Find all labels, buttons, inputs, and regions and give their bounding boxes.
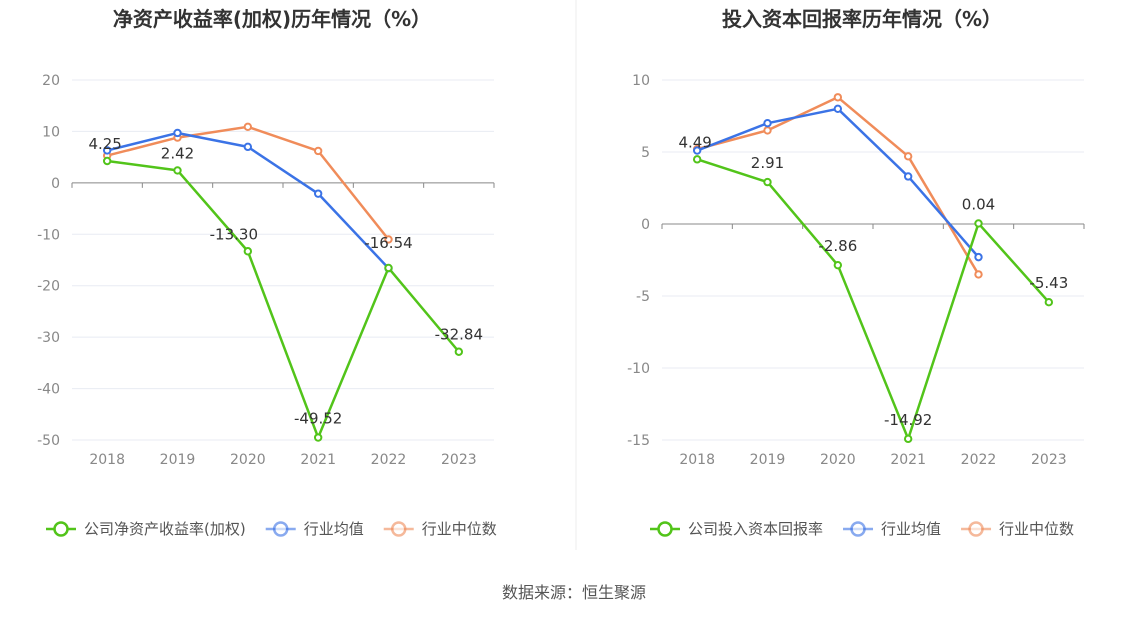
legend-marker-icon (390, 521, 407, 537)
series-point-avg (313, 189, 323, 198)
legend-label: 行业中位数 (999, 520, 1074, 538)
y-tick-label: -20 (37, 279, 60, 295)
x-tick-label: 2021 (300, 452, 336, 468)
series-point-company (313, 433, 323, 442)
x-tick-label: 2019 (160, 452, 196, 468)
legend-label: 公司投入资本回报率 (688, 520, 823, 538)
legend-item-company: 公司投入资本回报率 (650, 520, 823, 538)
data-label: -13.30 (210, 225, 258, 243)
data-label: 2.42 (161, 144, 194, 162)
y-tick-label: 20 (42, 73, 60, 89)
series-point-median (833, 93, 843, 102)
legend-label: 行业均值 (881, 520, 941, 538)
data-label: -49.52 (294, 410, 342, 428)
y-tick-label: 10 (42, 124, 60, 140)
series-point-avg (692, 146, 702, 155)
x-tick-label: 2023 (441, 452, 477, 468)
legend-item-median: 行业中位数 (961, 520, 1074, 538)
legend-label: 公司净资产收益率(加权) (84, 520, 246, 538)
legend-item-company: 公司净资产收益率(加权) (46, 520, 246, 538)
data-label: 0.04 (962, 195, 995, 213)
series-point-company (903, 434, 913, 444)
legend-marker-icon (272, 521, 289, 537)
legend-label: 行业均值 (304, 520, 364, 538)
data-label: -14.92 (884, 411, 932, 429)
series-point-company (243, 247, 253, 256)
x-tick-label: 2022 (371, 452, 407, 468)
series-point-company (974, 219, 983, 228)
y-tick-label: 0 (641, 217, 650, 233)
legend-item-median: 行业中位数 (383, 520, 497, 538)
y-tick-label: 10 (632, 73, 650, 89)
legend-marker-icon (850, 521, 866, 537)
legend-item-avg: 行业均值 (265, 520, 364, 538)
y-tick-label: -5 (636, 289, 650, 305)
data-label: -2.86 (818, 237, 857, 255)
series-point-company (763, 177, 772, 187)
y-tick-label: -10 (627, 361, 650, 377)
series-line-company (107, 159, 460, 439)
legend-marker-icon (657, 521, 673, 537)
x-tick-label: 2019 (750, 452, 786, 468)
series-point-avg (833, 104, 843, 114)
series-point-median (313, 146, 323, 156)
series-point-company (384, 263, 393, 273)
series-line-avg (696, 107, 980, 258)
x-tick-label: 2023 (1031, 452, 1067, 468)
y-tick-label: -15 (627, 433, 650, 449)
series-point-company (454, 347, 464, 356)
x-tick-label: 2022 (961, 452, 997, 468)
series-point-avg (243, 142, 253, 152)
data-label: -5.43 (1029, 274, 1068, 292)
series-point-company (692, 155, 702, 164)
x-tick-label: 2020 (230, 452, 266, 468)
chart-panel-2: 投入资本回报率历年情况（%） 10 5 0 -5 -10 -15 2018 2019 2020 20… (627, 7, 1085, 538)
legend-item-avg: 行业均值 (843, 520, 941, 538)
series-point-avg (102, 146, 112, 155)
series-point-company (833, 260, 843, 270)
data-label: -32.84 (435, 326, 483, 344)
series-point-median (974, 270, 983, 279)
series-point-company (1044, 297, 1054, 307)
y-tick-label: -40 (37, 382, 60, 398)
y-tick-label: -10 (37, 227, 60, 243)
data-label: 4.49 (678, 133, 711, 151)
series-point-median (384, 235, 393, 244)
data-label: 4.25 (88, 135, 121, 153)
x-tick-label: 2018 (679, 452, 715, 468)
x-tick-label: 2018 (89, 452, 125, 468)
x-tick-label: 2021 (890, 452, 926, 468)
legend-marker-icon (53, 521, 69, 537)
source-label: 数据来源：恒生聚源 (502, 583, 646, 602)
series-point-avg (903, 172, 913, 181)
series-point-avg (763, 119, 772, 128)
series-line-company (696, 158, 1050, 441)
series-point-avg (173, 128, 182, 138)
series-point-median (903, 152, 913, 161)
y-tick-label: 5 (641, 145, 650, 161)
series-point-median (763, 126, 772, 135)
series-point-median (243, 122, 253, 132)
legend-label: 行业中位数 (422, 520, 497, 538)
series-point-company (173, 166, 182, 175)
chart-title: 净资产收益率(加权)历年情况（%） (113, 7, 431, 31)
y-tick-label: 0 (51, 176, 60, 192)
data-label: 2.91 (751, 154, 784, 172)
x-tick-label: 2020 (820, 452, 856, 468)
series-point-company (102, 156, 112, 166)
legend-marker-icon (968, 521, 984, 537)
y-tick-label: -30 (37, 330, 60, 346)
data-label: -16.54 (364, 234, 412, 252)
y-tick-label: -50 (37, 433, 60, 449)
series-point-avg (974, 252, 983, 262)
chart-panel-1: 净资产收益率(加权)历年情况（%） 20 10 0 -10 -20 -30 -40 -50 201… (37, 7, 497, 538)
chart-title: 投入资本回报率历年情况（%） (722, 7, 1002, 31)
